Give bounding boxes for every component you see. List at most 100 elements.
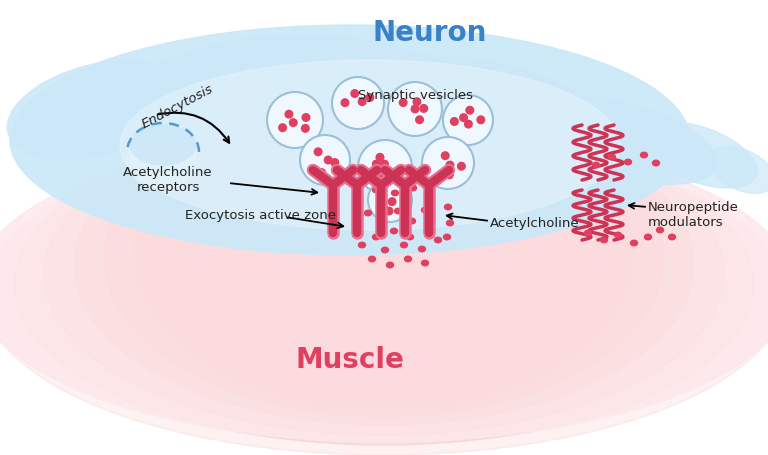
Ellipse shape: [240, 55, 600, 215]
Ellipse shape: [614, 232, 621, 238]
Circle shape: [389, 198, 396, 206]
Ellipse shape: [624, 159, 631, 165]
Ellipse shape: [592, 162, 600, 168]
Ellipse shape: [409, 185, 416, 191]
Ellipse shape: [443, 234, 451, 240]
Circle shape: [386, 207, 392, 215]
Ellipse shape: [7, 61, 183, 159]
Circle shape: [302, 114, 310, 121]
Circle shape: [411, 105, 419, 113]
Ellipse shape: [426, 192, 433, 198]
Ellipse shape: [446, 220, 453, 226]
Circle shape: [290, 119, 297, 126]
Ellipse shape: [445, 204, 452, 210]
Ellipse shape: [44, 115, 724, 435]
Ellipse shape: [353, 226, 359, 232]
Circle shape: [314, 148, 322, 156]
Circle shape: [387, 170, 395, 177]
Ellipse shape: [405, 256, 412, 262]
Ellipse shape: [409, 218, 415, 224]
Ellipse shape: [644, 234, 651, 240]
Ellipse shape: [128, 130, 198, 190]
Ellipse shape: [608, 154, 615, 160]
Circle shape: [451, 118, 458, 125]
Ellipse shape: [359, 242, 366, 248]
Ellipse shape: [709, 147, 768, 193]
Circle shape: [458, 162, 465, 170]
Circle shape: [332, 77, 384, 129]
Ellipse shape: [355, 192, 362, 198]
Text: Exocytosis active zone: Exocytosis active zone: [185, 208, 336, 222]
Ellipse shape: [668, 234, 676, 240]
Circle shape: [359, 98, 366, 106]
Ellipse shape: [0, 132, 768, 442]
Ellipse shape: [392, 190, 399, 196]
Text: Neuron: Neuron: [372, 19, 487, 47]
Circle shape: [368, 178, 412, 222]
Ellipse shape: [372, 234, 379, 240]
Circle shape: [388, 82, 442, 136]
Ellipse shape: [386, 262, 393, 268]
Circle shape: [302, 125, 309, 132]
Ellipse shape: [406, 234, 413, 240]
Ellipse shape: [134, 91, 634, 411]
Text: Acetylcholine
receptors: Acetylcholine receptors: [123, 166, 213, 194]
Ellipse shape: [110, 35, 490, 215]
Ellipse shape: [372, 187, 379, 193]
Ellipse shape: [74, 105, 694, 425]
Circle shape: [372, 160, 380, 168]
Ellipse shape: [601, 237, 607, 243]
Circle shape: [466, 106, 474, 114]
Circle shape: [351, 90, 359, 97]
Ellipse shape: [379, 220, 386, 226]
Text: Neuropeptide
modulators: Neuropeptide modulators: [648, 201, 739, 229]
Ellipse shape: [390, 228, 398, 234]
Circle shape: [331, 159, 339, 167]
Text: Muscle: Muscle: [296, 346, 405, 374]
Circle shape: [300, 135, 350, 185]
Text: Endocytosis: Endocytosis: [140, 83, 216, 131]
Ellipse shape: [643, 122, 757, 188]
Circle shape: [413, 98, 421, 106]
Text: Acetylcholine: Acetylcholine: [490, 217, 580, 229]
Ellipse shape: [104, 97, 664, 417]
Circle shape: [379, 170, 386, 177]
Circle shape: [446, 161, 454, 169]
Ellipse shape: [369, 256, 376, 262]
Circle shape: [420, 105, 428, 112]
Text: Synaptic vesicles: Synaptic vesicles: [357, 89, 472, 101]
Ellipse shape: [131, 125, 196, 165]
Circle shape: [267, 92, 323, 148]
Ellipse shape: [435, 237, 442, 243]
Circle shape: [341, 99, 349, 106]
Ellipse shape: [422, 260, 429, 266]
Circle shape: [415, 116, 423, 124]
Ellipse shape: [584, 230, 591, 236]
Circle shape: [477, 116, 485, 124]
Ellipse shape: [400, 242, 408, 248]
Circle shape: [377, 192, 385, 199]
Ellipse shape: [0, 135, 768, 455]
Circle shape: [366, 94, 374, 101]
Circle shape: [358, 140, 412, 194]
Circle shape: [465, 120, 472, 128]
Ellipse shape: [425, 225, 432, 231]
Circle shape: [324, 156, 332, 164]
Ellipse shape: [657, 227, 664, 233]
Circle shape: [422, 137, 474, 189]
Circle shape: [399, 99, 407, 106]
Circle shape: [279, 124, 286, 131]
Ellipse shape: [422, 207, 429, 213]
Ellipse shape: [382, 247, 389, 253]
Circle shape: [318, 169, 326, 177]
Ellipse shape: [631, 240, 637, 246]
Circle shape: [460, 114, 468, 121]
Circle shape: [381, 160, 389, 168]
Ellipse shape: [653, 160, 660, 166]
Circle shape: [285, 111, 293, 118]
Circle shape: [442, 152, 449, 160]
Circle shape: [376, 153, 384, 161]
Ellipse shape: [641, 152, 647, 158]
Ellipse shape: [128, 130, 198, 190]
Ellipse shape: [14, 125, 754, 445]
